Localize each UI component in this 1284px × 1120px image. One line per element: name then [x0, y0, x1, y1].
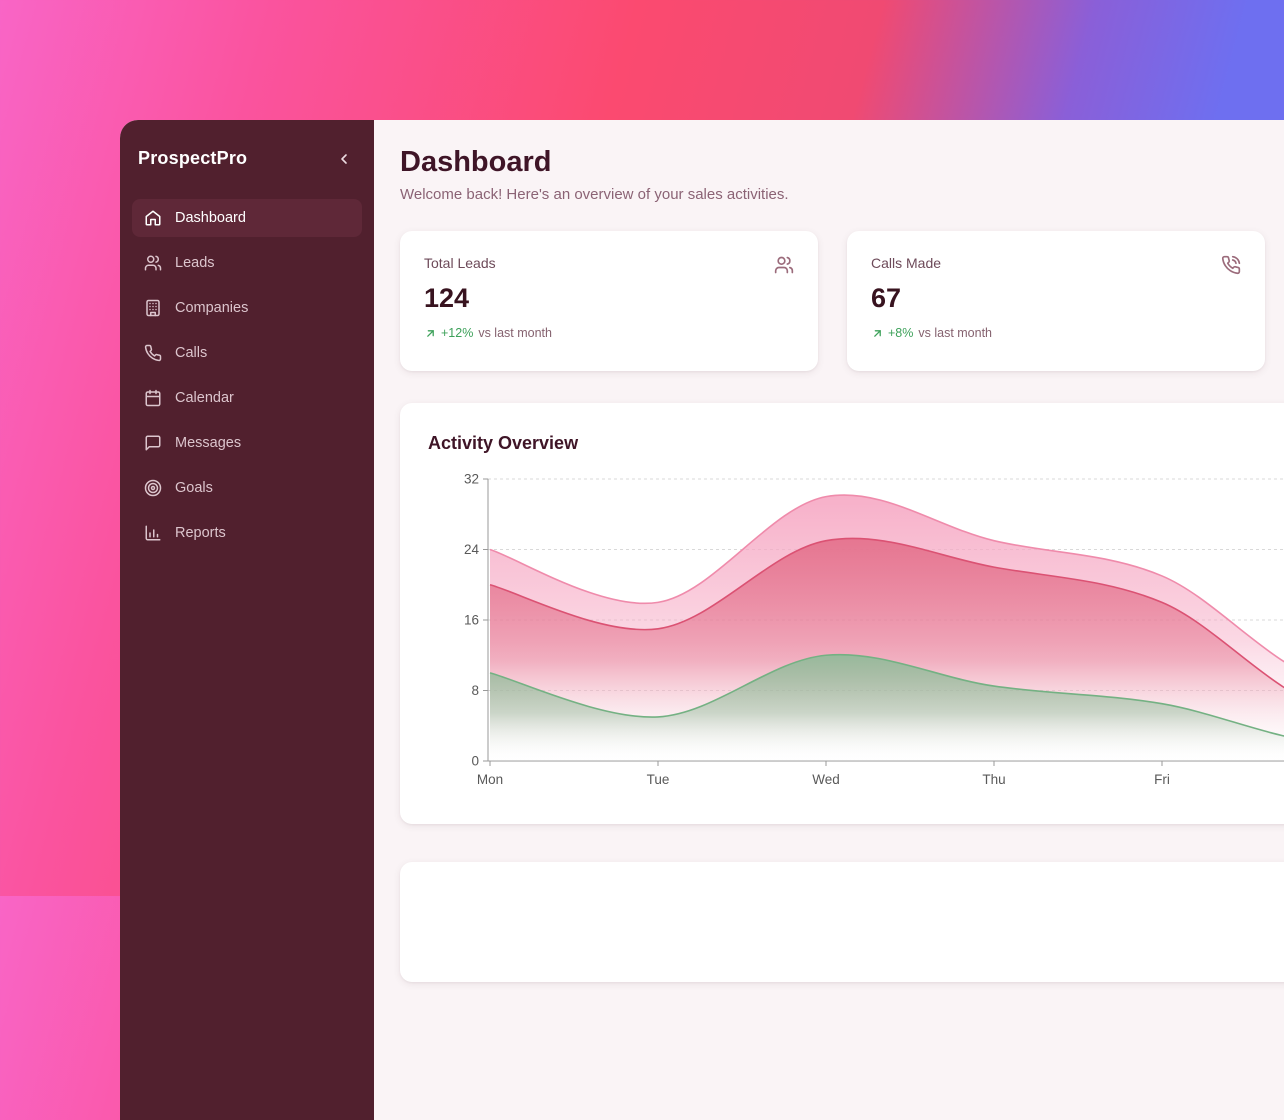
svg-text:Tue: Tue	[647, 772, 670, 787]
phone-icon	[144, 344, 162, 362]
svg-text:24: 24	[464, 542, 480, 557]
sidebar-item-leads[interactable]: Leads	[132, 244, 362, 282]
stats-row: Total Leads 124 +12% vs last month	[400, 231, 1284, 372]
home-icon	[144, 209, 162, 227]
phone-call-icon	[1221, 255, 1241, 275]
sidebar-item-label: Goals	[175, 480, 213, 496]
sidebar-item-label: Messages	[175, 435, 242, 451]
calendar-icon	[144, 389, 162, 407]
stat-label: Total Leads	[424, 255, 496, 272]
sidebar-item-label: Companies	[175, 300, 249, 316]
sidebar-item-companies[interactable]: Companies	[132, 289, 362, 327]
activity-area-chart: 08162432MonTueWedThuFriSatSun	[464, 472, 1284, 787]
trend-percent: +12%	[441, 326, 474, 341]
stat-card-total-leads: Total Leads 124 +12% vs last month	[400, 231, 818, 372]
trend-caption: vs last month	[918, 326, 993, 341]
page-title: Dashboard	[400, 146, 552, 178]
trend-up-icon	[424, 327, 437, 340]
stat-value: 67	[871, 283, 902, 314]
svg-text:Thu: Thu	[982, 772, 1005, 787]
svg-text:0: 0	[471, 754, 479, 769]
users-icon	[774, 255, 794, 275]
next-section-card	[400, 862, 1284, 983]
sidebar-item-label: Leads	[175, 255, 215, 271]
svg-text:Wed: Wed	[812, 772, 840, 787]
sidebar-item-reports[interactable]: Reports	[132, 514, 362, 552]
trend-percent: +8%	[888, 326, 914, 341]
sidebar-item-calendar[interactable]: Calendar	[132, 379, 362, 417]
svg-text:Fri: Fri	[1154, 772, 1170, 787]
stat-value: 124	[424, 283, 470, 314]
target-icon	[144, 479, 162, 497]
trend-up-icon	[871, 327, 884, 340]
app-window: ProspectPro Dashboard Leads	[120, 120, 1284, 1120]
sidebar: ProspectPro Dashboard Leads	[120, 120, 374, 1120]
svg-text:Mon: Mon	[477, 772, 503, 787]
sidebar-item-messages[interactable]: Messages	[132, 424, 362, 462]
sidebar-item-dashboard[interactable]: Dashboard	[132, 199, 362, 237]
activity-overview-card: Activity Overview 0 8 16 24 32 Mon Tue Wed Thu Fr…	[400, 403, 1284, 825]
sidebar-collapse-button[interactable]	[334, 149, 354, 169]
users-icon	[144, 254, 162, 272]
svg-text:16: 16	[464, 613, 479, 628]
main-content: Dashboard Welcome back! Here's an overvi…	[374, 120, 1284, 1120]
bar-chart-icon	[144, 524, 162, 542]
svg-text:32: 32	[464, 472, 479, 487]
chart-title: Activity Overview	[428, 433, 579, 454]
stat-trend: +8% vs last month	[871, 326, 1241, 340]
page-subtitle: Welcome back! Here's an overview of your…	[400, 186, 789, 204]
brand-logo: ProspectPro	[138, 148, 248, 168]
sidebar-item-label: Calls	[175, 345, 208, 361]
trend-caption: vs last month	[478, 326, 552, 341]
svg-text:8: 8	[471, 683, 479, 698]
sidebar-item-label: Calendar	[175, 390, 234, 406]
message-icon	[144, 434, 162, 452]
building-icon	[144, 299, 162, 317]
chevron-left-icon	[336, 151, 352, 167]
sidebar-item-goals[interactable]: Goals	[132, 469, 362, 507]
stat-label: Calls Made	[871, 255, 942, 272]
stat-card-calls-made: Calls Made 67 +8% vs last month	[847, 231, 1265, 372]
brand-row: ProspectPro	[132, 136, 362, 169]
stat-trend: +12% vs last month	[424, 326, 794, 340]
sidebar-item-calls[interactable]: Calls	[132, 334, 362, 372]
sidebar-item-label: Dashboard	[175, 210, 246, 226]
sidebar-nav: Dashboard Leads Companies Calls	[132, 199, 362, 552]
sidebar-item-label: Reports	[175, 525, 226, 541]
